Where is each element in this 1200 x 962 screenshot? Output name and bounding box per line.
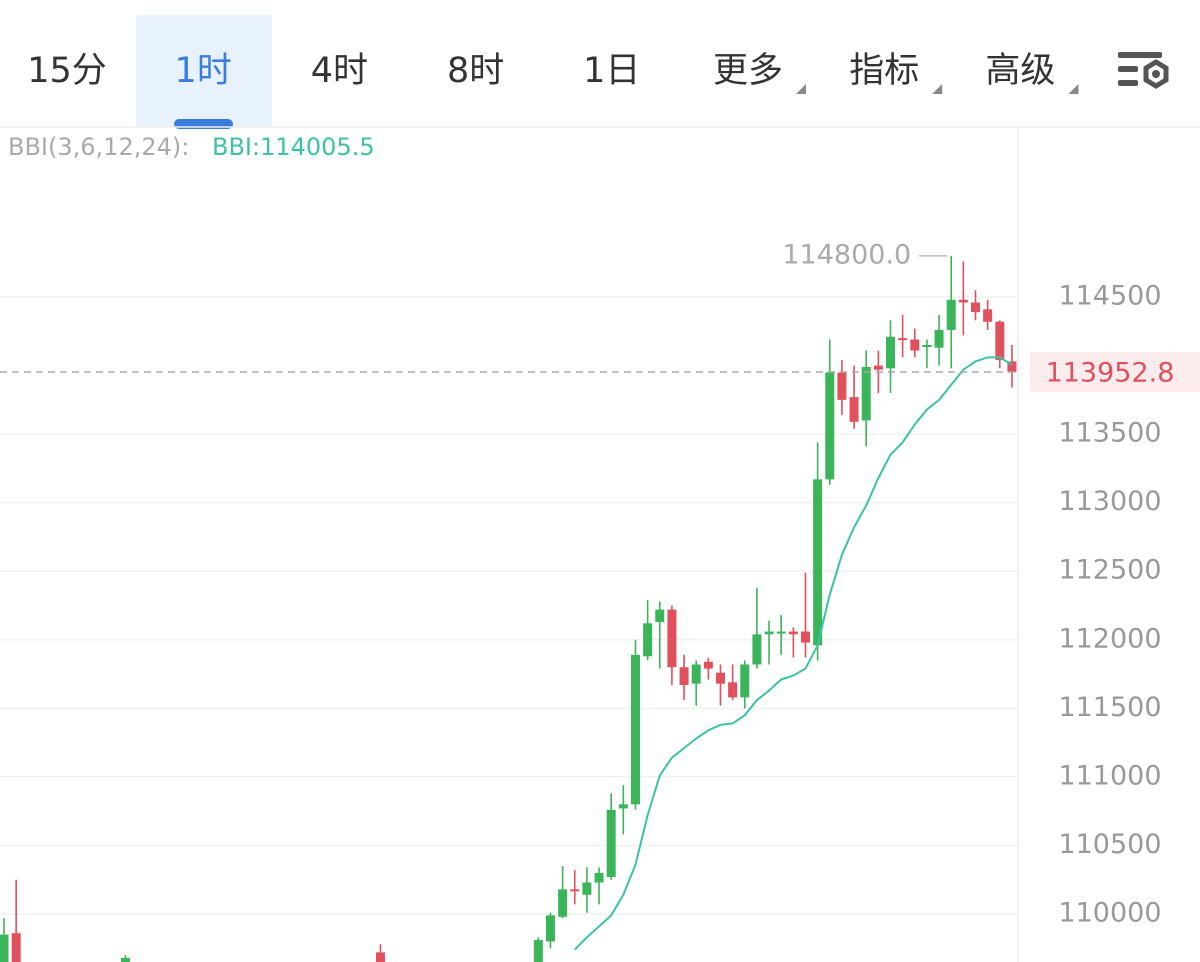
y-tick-label: 111000 (1058, 760, 1161, 791)
candle-body (995, 321, 1005, 361)
tab[interactable]: 高级 (985, 51, 1055, 91)
candle-body (898, 338, 908, 341)
y-tick-label: 112500 (1058, 555, 1161, 586)
candle-body (1007, 361, 1017, 373)
candle-body (703, 661, 713, 669)
candle-body (885, 336, 895, 369)
candle-body (533, 940, 543, 962)
candle-body (679, 667, 689, 686)
indicator-value: BBI:114005.5 (212, 133, 375, 161)
last-price-label: 113952.8 (1046, 358, 1175, 389)
candle-body (873, 365, 883, 370)
candle-body (837, 372, 847, 400)
candle-body (570, 889, 580, 892)
tab[interactable]: 指标 (849, 51, 919, 91)
candle-body (545, 915, 555, 942)
y-tick-label: 113500 (1058, 418, 1161, 449)
candle-body (958, 299, 968, 303)
y-tick-label: 114500 (1058, 281, 1161, 312)
candle-body (752, 634, 762, 665)
candle-body (630, 654, 640, 805)
candle-body (558, 889, 568, 917)
candle-body (934, 329, 944, 348)
candle-body (582, 882, 592, 895)
indicator-title: BBI(3,6,12,24): (8, 133, 189, 161)
candle-body (11, 933, 21, 962)
dropdown-arrow (1068, 84, 1079, 94)
candle-body (776, 631, 786, 634)
candle-body (813, 479, 823, 646)
candle-body (849, 397, 859, 422)
tab[interactable]: 15分 (27, 51, 107, 91)
candle-body (788, 631, 798, 635)
y-tick-label: 113000 (1058, 486, 1161, 517)
tab[interactable]: 更多 (713, 51, 783, 91)
candle-body (667, 609, 677, 668)
candle-body (594, 872, 604, 883)
y-tick-label: 112000 (1058, 623, 1161, 654)
candle-body (618, 804, 628, 809)
candle-body (910, 339, 920, 351)
candle-body (728, 682, 738, 698)
y-tick-label: 111500 (1058, 692, 1161, 723)
last-price-box (1030, 352, 1200, 393)
candle-body (922, 345, 932, 348)
dropdown-arrow (932, 84, 943, 94)
y-tick-label: 110000 (1058, 898, 1161, 929)
candle-body (740, 664, 750, 698)
settings-icon[interactable] (1118, 52, 1169, 89)
candle-body (983, 309, 993, 322)
tab-highlight (136, 15, 272, 127)
candle-body (861, 366, 871, 421)
candle-body (764, 631, 774, 635)
candle-body (375, 952, 385, 962)
high-label: 114800.0 (782, 239, 911, 270)
candle-body (643, 623, 653, 657)
dropdown-arrow (796, 84, 806, 94)
candle-body (691, 664, 701, 684)
candle-body (606, 809, 616, 877)
tab[interactable]: 8时 (447, 51, 504, 91)
tab[interactable]: 1日 (583, 51, 640, 91)
candle-body (715, 672, 725, 684)
candle-body (120, 957, 130, 962)
bbi-line (574, 356, 1013, 951)
tab[interactable]: 4时 (311, 51, 368, 91)
candle-body (0, 934, 9, 962)
candle-body (970, 302, 980, 313)
candle-body (655, 609, 665, 622)
tab[interactable]: 1时 (175, 51, 232, 91)
candle-body (800, 631, 810, 643)
candle-body (825, 372, 835, 480)
candle-body (946, 299, 956, 330)
y-tick-label: 110500 (1058, 829, 1161, 860)
